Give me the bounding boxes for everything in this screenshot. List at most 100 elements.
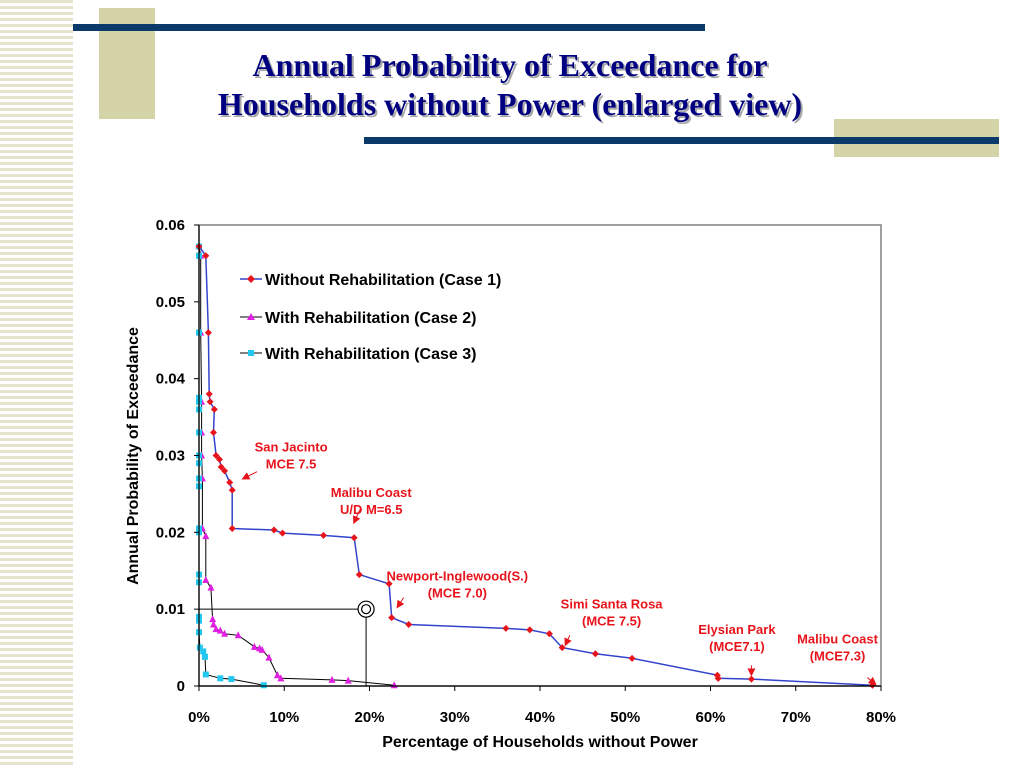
title-bottom-bar: [364, 137, 999, 144]
annotation-arrow: [396, 597, 405, 609]
data-point-case2: [234, 631, 242, 639]
y-tick-label: 0.01: [156, 601, 185, 618]
annotation-4: Simi Santa Rosa (MCE 7.5): [561, 596, 664, 647]
legend-marker-case2: [247, 313, 255, 320]
x-tick-label: 20%: [354, 709, 384, 726]
data-point-case1: [228, 524, 236, 532]
slide-title-line-1: Annual Probability of Exceedance for: [252, 47, 768, 83]
reference-marker-outer: [357, 600, 375, 618]
annotation-2: Malibu Coast U/D M=6.5: [331, 485, 413, 525]
data-point-case1: [545, 630, 553, 638]
series-line-case1: [198, 246, 873, 686]
data-point-case1: [355, 571, 363, 579]
data-point-case1: [210, 405, 218, 413]
data-point-case1: [228, 486, 236, 494]
x-tick-label: 70%: [781, 709, 811, 726]
annotation-label-line: (MCE 7.0): [428, 586, 487, 601]
data-point-case1: [226, 478, 234, 486]
annotation-label-line: Simi Santa Rosa: [561, 596, 664, 611]
legend-label-case3: With Rehabilitation (Case 3): [265, 346, 476, 363]
x-tick-label: 80%: [866, 709, 896, 726]
data-point-case2: [258, 645, 266, 653]
annotation-label-line: Elysian Park: [698, 622, 776, 637]
data-point-case1: [558, 644, 566, 652]
data-point-case1: [747, 675, 755, 683]
data-point-case3: [217, 675, 224, 682]
annotation-label-line: San Jacinto: [255, 440, 328, 455]
y-tick-label: 0.05: [156, 294, 185, 311]
y-tick-label: 0.02: [156, 524, 185, 541]
striped-side-band: [0, 0, 73, 768]
data-point-case2: [277, 674, 285, 682]
data-point-case3: [228, 676, 235, 683]
x-tick-label: 50%: [610, 709, 640, 726]
annotation-label-line: (MCE7.3): [810, 649, 866, 664]
data-point-case3: [260, 682, 267, 689]
reference-lines: [199, 600, 375, 686]
data-point-case2: [216, 626, 224, 634]
data-point-case1: [206, 398, 214, 406]
data-point-case1: [221, 467, 229, 475]
data-point-case1: [209, 428, 217, 436]
data-point-case1: [215, 455, 223, 463]
annotation-6: Malibu Coast (MCE7.3): [797, 632, 879, 685]
annotations-layer: San Jacinto MCE 7.5 Malibu Coast U/D M=6.5 N…: [241, 440, 879, 685]
data-point-case3: [196, 644, 203, 651]
data-point-case1: [526, 626, 534, 634]
series-case1: [195, 243, 876, 689]
reference-marker-inner: [360, 604, 372, 615]
title-top-bar: [73, 24, 705, 31]
annotation-label-line: Malibu Coast: [797, 632, 879, 647]
data-point-case1: [502, 624, 510, 632]
x-tick-label: 0%: [188, 709, 210, 726]
data-point-case2: [273, 671, 281, 679]
legend-label-case1: Without Rehabilitation (Case 1): [265, 272, 501, 289]
annotation-3: Newport-Inglewood(S.) (MCE 7.0): [387, 569, 529, 609]
slide-title-line-2: Households without Power (enlarged view): [217, 86, 803, 122]
data-point-case1: [591, 650, 599, 658]
data-point-case2: [202, 575, 210, 583]
data-point-case1: [270, 526, 278, 534]
x-tick-label: 30%: [440, 709, 470, 726]
axes-layer: 0 0.01 0.02 0.03 0.04 0.05 0.06 0% 10% 20% 30% 40% 5…: [156, 217, 896, 726]
data-point-case1: [388, 614, 396, 622]
annotation-arrow: [867, 676, 877, 685]
annotation-1: San Jacinto MCE 7.5: [241, 440, 328, 480]
data-point-case2: [221, 629, 229, 637]
data-point-case3: [200, 648, 207, 655]
data-point-case1: [204, 329, 212, 337]
annotation-label-line: Newport-Inglewood(S.): [387, 569, 529, 584]
data-point-case1: [319, 531, 327, 539]
data-point-case1: [628, 654, 636, 662]
annotation-arrow: [353, 509, 361, 525]
x-tick-label: 40%: [525, 709, 555, 726]
y-tick-label: 0.04: [156, 371, 186, 388]
slide-title: Annual Probability of Exceedance for Hou…: [110, 46, 910, 124]
data-point-case2: [207, 583, 215, 591]
x-tick-label: 10%: [269, 709, 299, 726]
data-point-case2: [202, 532, 210, 540]
annotation-label-line: (MCE7.1): [709, 639, 765, 654]
y-tick-label: 0.06: [156, 217, 185, 234]
x-axis-title: Percentage of Households without Power: [382, 734, 698, 751]
annotation-label-line: Malibu Coast: [331, 485, 413, 500]
data-point-case2: [212, 625, 220, 633]
data-point-case1: [205, 390, 213, 398]
data-point-case1: [279, 529, 287, 537]
y-axis-title: Annual Probability of Exceedance: [125, 327, 142, 585]
annotation-5: Elysian Park (MCE7.1): [698, 622, 776, 677]
data-point-case2: [209, 615, 217, 623]
y-tick-label: 0: [177, 678, 185, 695]
data-point-case1: [202, 252, 210, 260]
annotation-label-line: MCE 7.5: [266, 457, 317, 472]
legend: Without Rehabilitation (Case 1) With Reh…: [240, 272, 501, 363]
data-point-case3: [201, 653, 208, 660]
legend-entry-case2: With Rehabilitation (Case 2): [240, 310, 476, 327]
data-point-case1: [212, 452, 220, 459]
data-point-case1: [714, 674, 722, 682]
plot-area-frame: [198, 224, 882, 687]
data-point-case1: [405, 621, 413, 629]
data-point-case2: [328, 675, 336, 683]
annotation-label-line: (MCE 7.5): [582, 613, 641, 628]
